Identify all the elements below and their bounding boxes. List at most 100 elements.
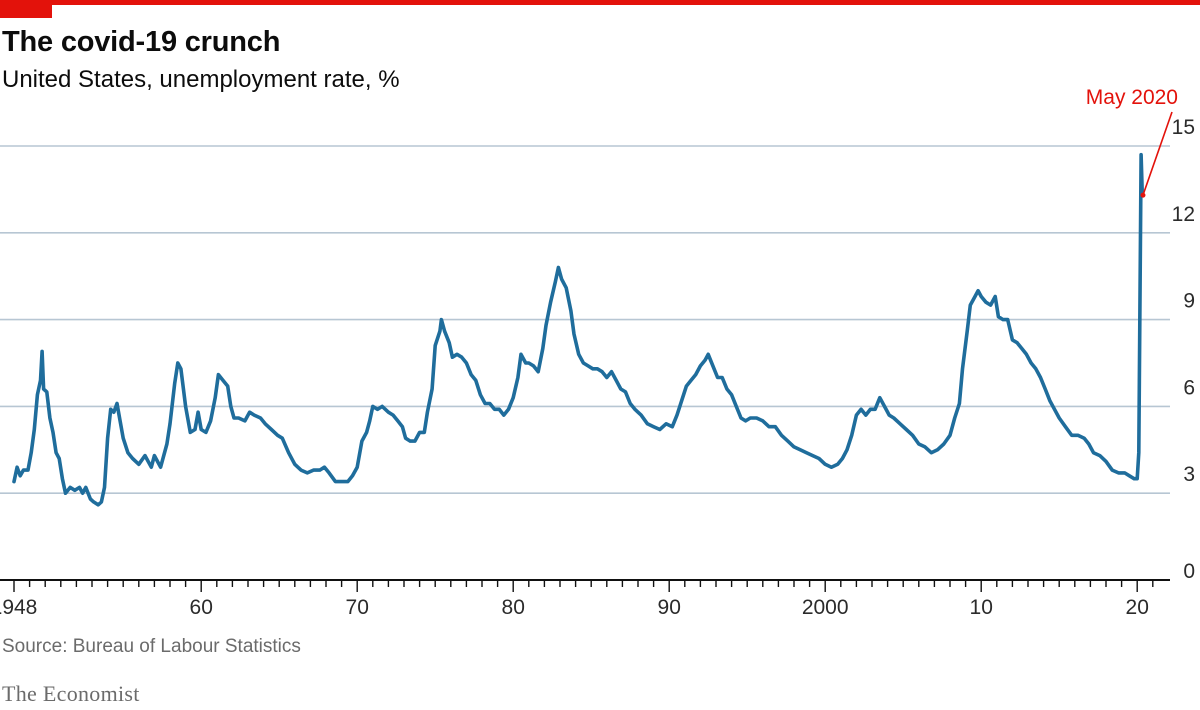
data-point	[277, 435, 278, 436]
data-point	[681, 400, 682, 401]
data-point	[313, 470, 314, 471]
data-point	[499, 409, 500, 410]
economist-logo: The Economist	[2, 681, 140, 706]
data-point	[865, 415, 866, 416]
data-point	[611, 371, 612, 372]
data-point	[1035, 368, 1036, 369]
data-point	[1049, 400, 1050, 401]
data-point	[705, 360, 706, 361]
data-point	[906, 429, 907, 430]
data-point	[513, 397, 514, 398]
data-point	[34, 429, 35, 430]
data-point	[981, 296, 982, 297]
data-point	[943, 444, 944, 445]
data-point	[439, 331, 440, 332]
data-point	[666, 423, 667, 424]
data-point	[1026, 354, 1027, 355]
data-point	[925, 446, 926, 447]
y-tick-label-6: 6	[1183, 376, 1195, 399]
data-point	[238, 418, 239, 419]
data-point	[542, 348, 543, 349]
data-point	[1118, 472, 1119, 473]
data-point	[485, 403, 486, 404]
data-point	[538, 371, 539, 372]
data-point	[230, 406, 231, 407]
data-point	[56, 452, 57, 453]
data-point	[457, 354, 458, 355]
data-point	[357, 467, 358, 468]
data-point	[93, 501, 94, 502]
data-point	[722, 377, 723, 378]
data-point	[180, 368, 181, 369]
data-point	[566, 287, 567, 288]
data-point	[1129, 475, 1130, 476]
data-point	[170, 423, 171, 424]
data-point	[28, 470, 29, 471]
data-point	[414, 441, 415, 442]
data-point	[588, 365, 589, 366]
data-point	[990, 305, 991, 306]
data-point	[641, 415, 642, 416]
y-tick-label-3: 3	[1183, 463, 1195, 486]
data-point	[831, 467, 832, 468]
data-point	[998, 316, 999, 317]
data-point	[382, 406, 383, 407]
data-point	[127, 452, 128, 453]
data-point	[101, 501, 102, 502]
data-point	[20, 475, 21, 476]
data-point	[546, 325, 547, 326]
brand-red-tag	[0, 0, 52, 18]
data-point	[480, 394, 481, 395]
data-point	[177, 363, 178, 364]
data-point	[90, 499, 91, 500]
data-point	[110, 409, 111, 410]
x-tick-label-60: 60	[190, 596, 213, 619]
data-point	[113, 412, 114, 413]
data-point	[525, 363, 526, 364]
data-point	[1077, 435, 1078, 436]
data-point	[959, 403, 960, 404]
series-group	[12, 152, 1145, 507]
data-point	[79, 487, 80, 488]
data-point	[800, 449, 801, 450]
data-point	[449, 342, 450, 343]
data-point	[397, 420, 398, 421]
data-point	[870, 409, 871, 410]
data-point	[42, 351, 43, 352]
data-point	[107, 438, 108, 439]
data-point	[842, 458, 843, 459]
data-point	[329, 472, 330, 473]
data-point	[597, 368, 598, 369]
data-point	[185, 406, 186, 407]
chart-title: The covid-19 crunch	[2, 26, 281, 58]
data-point	[1012, 339, 1013, 340]
data-point	[435, 345, 436, 346]
data-point	[271, 429, 272, 430]
data-point	[31, 452, 32, 453]
data-point	[59, 458, 60, 459]
data-point	[672, 426, 673, 427]
data-point	[1137, 478, 1138, 479]
data-point	[43, 389, 44, 390]
data-point	[1084, 438, 1085, 439]
data-point	[634, 409, 635, 410]
data-point	[244, 420, 245, 421]
data-point	[806, 452, 807, 453]
data-point	[352, 475, 353, 476]
data-point	[736, 406, 737, 407]
data-point	[1071, 435, 1072, 436]
data-point	[1031, 363, 1032, 364]
data-point	[1065, 426, 1066, 427]
data-point	[70, 487, 71, 488]
data-point	[726, 389, 727, 390]
data-point	[856, 415, 857, 416]
data-point	[341, 481, 342, 482]
data-point	[466, 363, 467, 364]
data-point	[319, 470, 320, 471]
data-point	[574, 334, 575, 335]
data-point	[889, 415, 890, 416]
data-point	[1021, 348, 1022, 349]
data-point	[151, 467, 152, 468]
data-point	[49, 418, 50, 419]
